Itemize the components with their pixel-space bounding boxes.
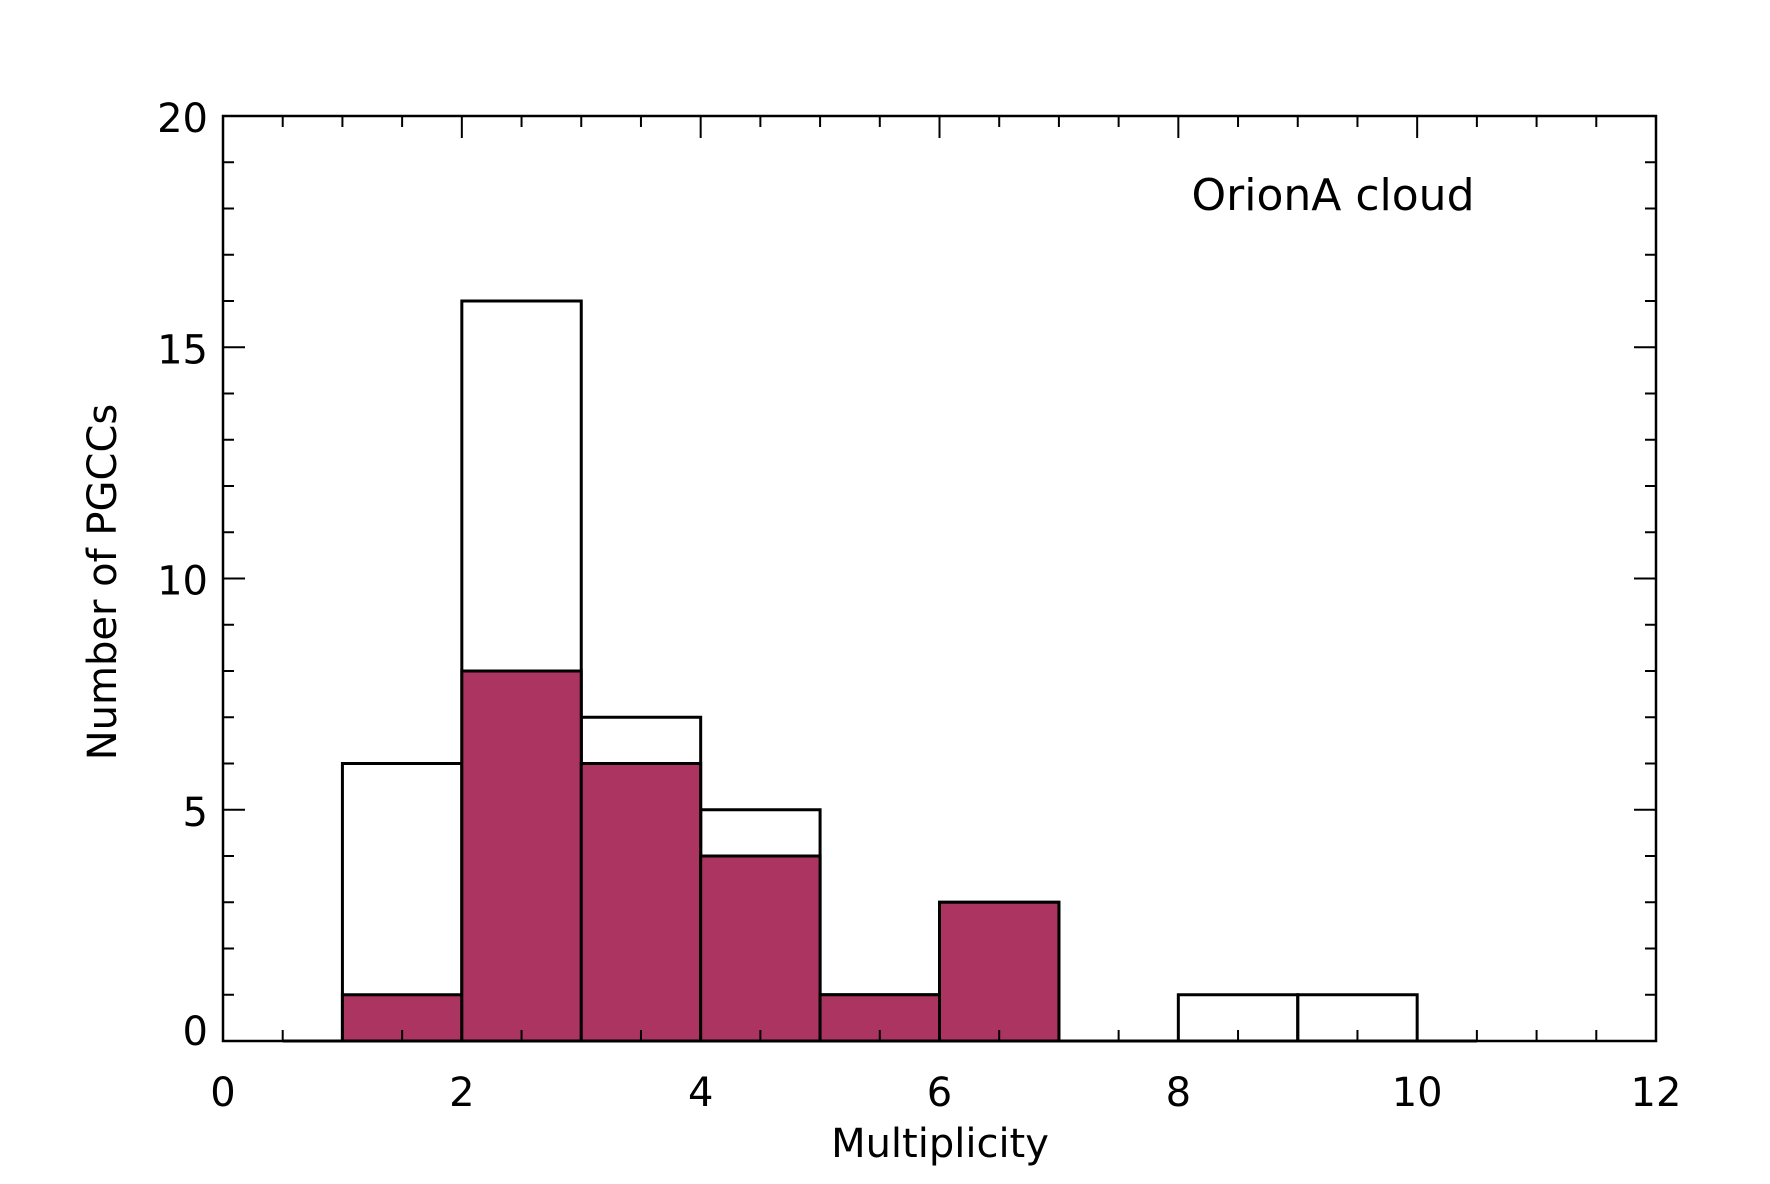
y-tick-label: 20 xyxy=(157,96,208,142)
cloud-annotation: OrionA cloud xyxy=(1192,170,1475,221)
labels-layer: 0 2 4 6 8 10 12 0 5 10 15 20 xyxy=(157,96,1681,1116)
histogram-bar-series-2 xyxy=(699,854,822,1043)
y-tick-label: 0 xyxy=(183,1009,208,1055)
x-tick-label: 12 xyxy=(1631,1070,1682,1116)
ticks-layer xyxy=(222,115,1657,1042)
x-tick-label: 6 xyxy=(927,1070,952,1116)
y-tick-label: 15 xyxy=(157,327,208,373)
x-tick-label: 8 xyxy=(1166,1070,1191,1116)
y-tick-label: 10 xyxy=(157,559,208,605)
histogram-bar-series-2 xyxy=(938,900,1061,1043)
bars-layer xyxy=(282,299,1477,1043)
x-tick-label: 2 xyxy=(449,1070,474,1116)
x-tick-label: 0 xyxy=(210,1070,235,1116)
x-tick-label: 10 xyxy=(1392,1070,1443,1116)
y-axis-title: Number of PGCCs xyxy=(80,404,126,760)
histogram-bar-series-2 xyxy=(460,669,583,1043)
x-tick-label: 4 xyxy=(688,1070,713,1116)
y-tick-label: 5 xyxy=(183,790,208,836)
histogram-bar-series-2 xyxy=(579,762,703,1043)
x-axis-title: Multiplicity xyxy=(831,1121,1049,1167)
